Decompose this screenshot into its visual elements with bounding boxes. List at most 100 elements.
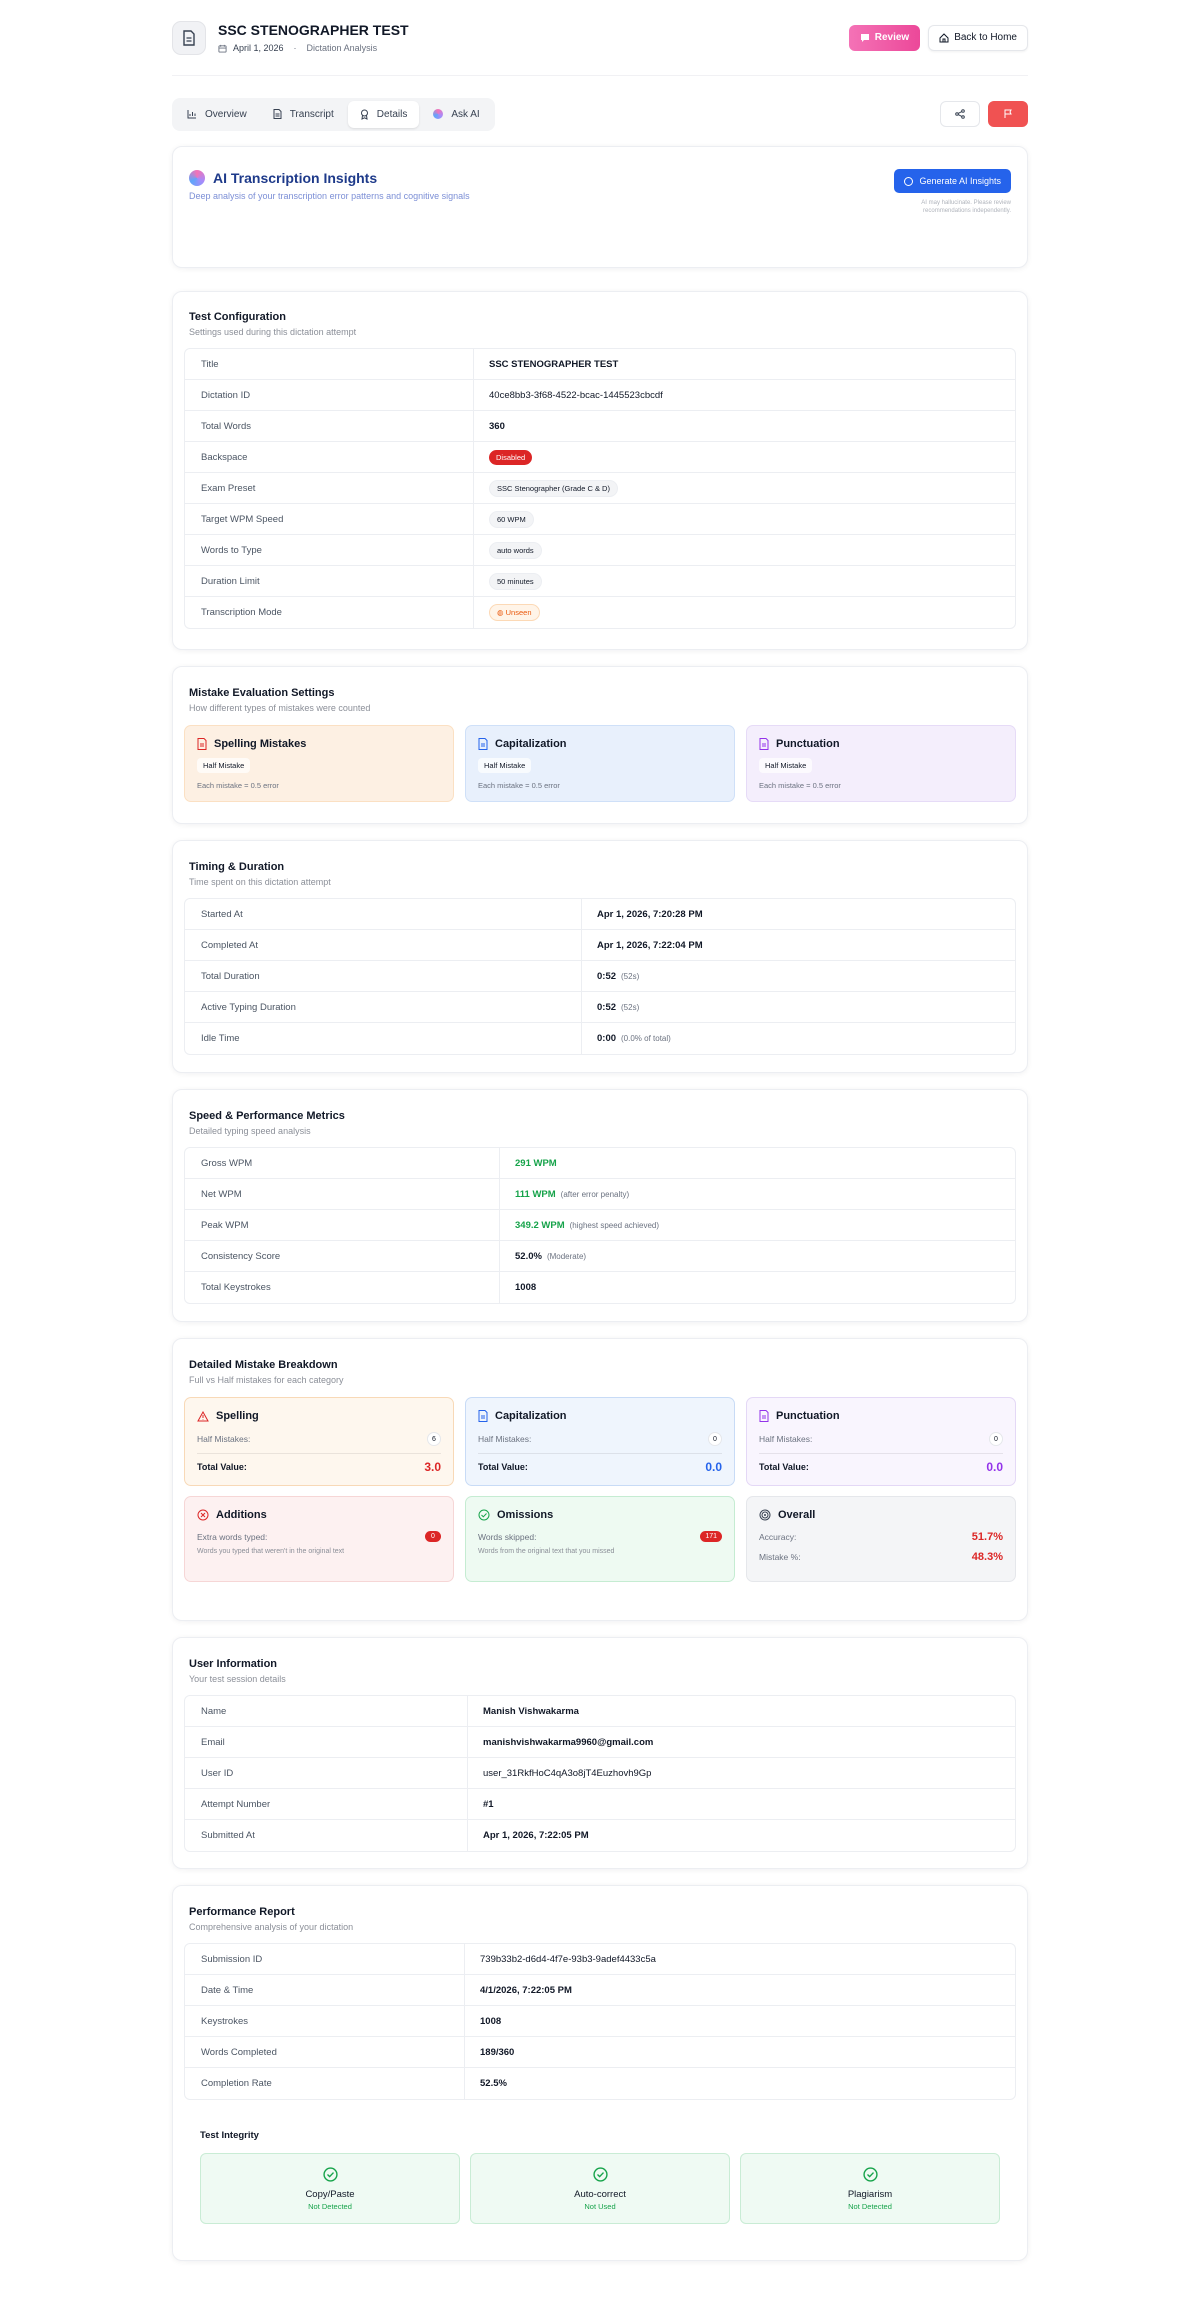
mistake-breakdown-card: Detailed Mistake Breakdown Full vs Half … [172, 1338, 1028, 1621]
row-label: Duration Limit [185, 566, 474, 596]
backspace-status-badge: Disabled [489, 449, 533, 465]
sparkle-icon [904, 176, 914, 186]
row-value: 189/360 [480, 2046, 515, 2058]
total-value: 0.0 [986, 1460, 1003, 1474]
check-circle-icon [592, 2166, 608, 2182]
mistake-evaluation-title: Mistake Evaluation Settings [189, 687, 335, 699]
review-label: Review [874, 32, 910, 43]
home-icon [939, 32, 949, 42]
integrity-status: Not Used [584, 2201, 616, 2211]
half-mistakes-count: 6 [427, 1432, 441, 1446]
tab-ask-ai[interactable]: Ask AI [421, 101, 491, 128]
table-row: User ID user_31RkfHoC4qA3o8jT4Euzhovh9Gp [185, 1758, 1015, 1789]
row-label: Active Typing Duration [185, 992, 582, 1022]
table-row: Completion Rate 52.5% [185, 2068, 1015, 2099]
mistake-evaluation-card: Mistake Evaluation Settings How differen… [172, 666, 1028, 824]
message-icon [860, 33, 869, 42]
tile-title: Capitalization [495, 738, 567, 750]
table-row: Idle Time 0:00 (0.0% of total) [185, 1023, 1015, 1054]
exam-preset-badge: SSC Stenographer (Grade C & D) [489, 479, 618, 497]
integrity-name: Auto-correct [574, 2188, 626, 2200]
tab-transcript[interactable]: Transcript [261, 101, 346, 128]
table-row: Completed At Apr 1, 2026, 7:22:04 PM [185, 930, 1015, 961]
total-value-label: Total Value: [759, 1462, 809, 1472]
row-label: Title [185, 349, 474, 379]
mistake-type-badge: Half Mistake [197, 758, 251, 773]
row-value: 360 [489, 420, 505, 432]
keystrokes-value: 1008 [515, 1282, 537, 1293]
back-to-home-button[interactable]: Back to Home [928, 24, 1028, 51]
table-row: Email manishvishwakarma9960@gmail.com [185, 1727, 1015, 1758]
report-flag-button[interactable] [988, 101, 1028, 127]
peak-wpm-value: 349.2 WPM [515, 1219, 565, 1231]
target-icon [759, 1509, 771, 1521]
share-button[interactable] [940, 101, 980, 127]
row-value: #1 [483, 1798, 494, 1810]
row-value: Apr 1, 2026, 7:22:05 PM [483, 1830, 589, 1841]
tile-title: Capitalization [495, 1410, 567, 1422]
warning-icon [197, 1410, 209, 1421]
half-mistakes-label: Half Mistakes: [759, 1434, 813, 1444]
row-label: Idle Time [185, 1023, 582, 1054]
flag-icon [1004, 109, 1012, 118]
table-row: Keystrokes 1008 [185, 2006, 1015, 2037]
speed-title: Speed & Performance Metrics [189, 1110, 345, 1122]
test-configuration-table: Title SSC STENOGRAPHER TEST Dictation ID 4… [184, 348, 1016, 629]
document-icon [172, 20, 206, 55]
table-row: Started At Apr 1, 2026, 7:20:28 PM [185, 899, 1015, 930]
tab-overview-label: Overview [205, 108, 247, 120]
tab-overview[interactable]: Overview [175, 101, 259, 128]
integrity-plagiarism: Plagiarism Not Detected [740, 2153, 1000, 2224]
table-row: Backspace Disabled [185, 442, 1015, 473]
table-row: Exam Preset SSC Stenographer (Grade C & D… [185, 473, 1015, 504]
omissions-count: 171 [700, 1531, 722, 1542]
row-extra: (after error penalty) [560, 1189, 630, 1199]
test-date: April 1, 2026 [233, 43, 284, 53]
row-label: Total Words [185, 411, 474, 441]
tab-details[interactable]: Details [347, 100, 420, 128]
row-value: 0:52 [597, 1001, 617, 1013]
integrity-auto-correct: Auto-correct Not Used [470, 2153, 730, 2224]
mistake-evaluation-subtitle: How different types of mistakes were cou… [189, 703, 371, 713]
test-configuration-card: Test Configuration Settings used during … [172, 291, 1028, 650]
row-value: manishvishwakarma9960@gmail.com [483, 1736, 654, 1748]
omissions-label: Words skipped: [478, 1531, 537, 1542]
row-value: 0:00 [597, 1033, 617, 1044]
tab-ask-ai-label: Ask AI [451, 108, 480, 120]
table-row: Gross WPM 291 WPM [185, 1148, 1015, 1179]
generate-ai-insights-label: Generate AI Insights [919, 176, 1001, 186]
row-label: Words Completed [185, 2037, 465, 2067]
total-value-label: Total Value: [478, 1462, 528, 1472]
document-icon [273, 109, 282, 119]
table-row: Total Words 360 [185, 411, 1015, 442]
integrity-name: Plagiarism [847, 2188, 893, 2200]
total-value-label: Total Value: [197, 1462, 247, 1472]
table-row: Title SSC STENOGRAPHER TEST [185, 349, 1015, 380]
row-label: Keystrokes [185, 2006, 465, 2036]
duration-limit-badge: 50 minutes [489, 572, 542, 590]
row-label: Total Keystrokes [185, 1272, 500, 1303]
row-label: Net WPM [185, 1179, 500, 1209]
tile-title: Spelling [216, 1410, 259, 1422]
capitalization-tile: Capitalization Half Mistake Each mistake… [465, 725, 735, 802]
test-configuration-title: Test Configuration [189, 311, 286, 323]
punctuation-breakdown-tile: Punctuation Half Mistakes: 0 Total Value:… [746, 1397, 1016, 1486]
tile-note: Each mistake = 0.5 error [759, 781, 841, 790]
ai-orb-icon [433, 109, 444, 119]
breakdown-title: Detailed Mistake Breakdown [189, 1359, 338, 1371]
page-header: SSC STENOGRAPHER TEST April 1, 2026 · Di… [172, 0, 1028, 76]
tab-transcript-label: Transcript [289, 108, 334, 120]
generate-ai-insights-button[interactable]: Generate AI Insights [894, 169, 1011, 193]
half-mistakes-label: Half Mistakes: [197, 1434, 251, 1444]
row-value: 0:52 [597, 970, 617, 982]
overall-tile: Overall Accuracy: 51.7% Mistake %: 48.3% [746, 1496, 1016, 1582]
row-label: Consistency Score [185, 1241, 500, 1271]
speed-subtitle: Detailed typing speed analysis [189, 1126, 311, 1136]
tab-list: Overview Transcript Details Ask AI [172, 97, 495, 131]
tile-title: Overall [778, 1509, 816, 1521]
review-button[interactable]: Review [848, 24, 921, 51]
table-row: Net WPM 111 WPM (after error penalty) [185, 1179, 1015, 1210]
mistake-type-badge: Half Mistake [478, 758, 532, 773]
report-subtitle: Comprehensive analysis of your dictation [189, 1922, 354, 1932]
row-label: Total Duration [185, 961, 582, 991]
